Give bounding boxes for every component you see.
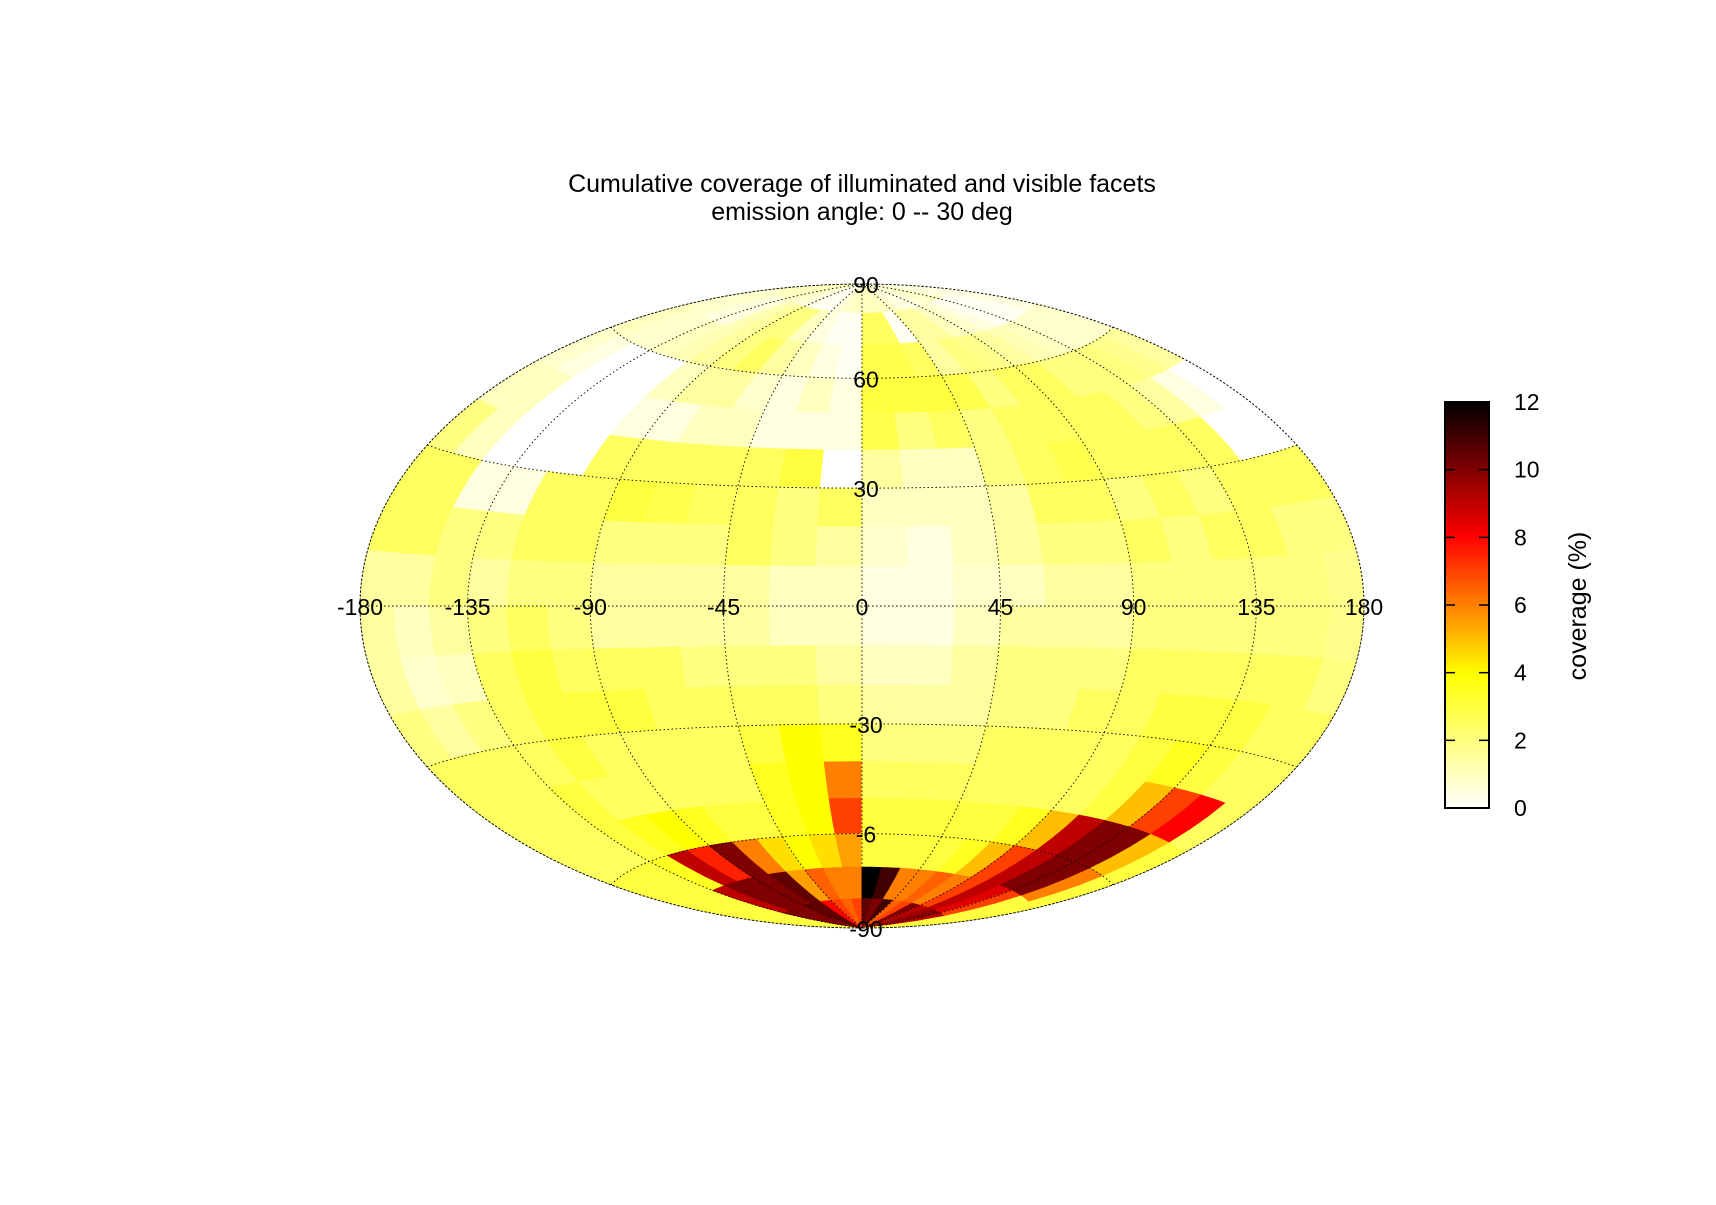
heatmap-cell	[907, 605, 956, 647]
heatmap-cell	[768, 605, 817, 647]
heatmap-cell	[949, 645, 1000, 688]
heatmap-cell	[823, 412, 863, 451]
meridian-line	[467, 283, 863, 929]
longitude-tick-label: -90	[574, 594, 607, 620]
heatmap-cell	[861, 526, 909, 567]
heatmap-cell	[1287, 552, 1331, 607]
heatmap-cell	[905, 525, 955, 567]
longitude-tick-label: -180	[337, 594, 383, 620]
heatmap-cell	[778, 723, 825, 764]
longitude-tick-label: -135	[445, 594, 491, 620]
heatmap-cell	[1322, 549, 1364, 607]
longitude-tick-label: 90	[1121, 594, 1147, 620]
heatmap-cell	[679, 646, 731, 689]
heatmap-cell	[1036, 522, 1088, 566]
heatmap-cell	[729, 485, 780, 527]
latitude-tick-label: -30	[849, 712, 882, 738]
heatmap-cell	[949, 524, 1000, 567]
heatmap-cell	[944, 485, 995, 527]
colorbar-tick-label: 12	[1514, 389, 1540, 415]
parallel-line	[610, 833, 1114, 886]
heatmap-cell	[729, 685, 780, 727]
colorbar-tick-label: 6	[1514, 592, 1527, 618]
heatmap-cell	[993, 523, 1045, 566]
latitude-tick-label: 60	[853, 366, 879, 392]
heatmap-cell	[861, 645, 909, 686]
heatmap-cell	[636, 522, 688, 566]
latitude-tick-label: -6	[856, 822, 876, 848]
heatmap-cell	[861, 761, 901, 800]
heatmap-cell	[1036, 646, 1088, 690]
colorbar-label: coverage (%)	[1564, 532, 1592, 681]
heatmap-cell	[861, 412, 901, 451]
heatmap-cell	[1171, 559, 1218, 607]
heatmap-cell	[993, 646, 1045, 689]
colorbar-tick-label: 8	[1514, 524, 1527, 550]
heatmap-cell	[1043, 563, 1091, 607]
heatmap-cell	[393, 552, 437, 607]
colorbar-tick-label: 4	[1514, 660, 1527, 686]
heatmap-cell	[636, 646, 688, 690]
map-grid	[359, 283, 1365, 929]
heatmap-cell	[393, 605, 437, 660]
latitude-tick-label: -90	[849, 916, 882, 942]
heatmap-cell	[907, 565, 956, 607]
heatmap-cell	[815, 526, 863, 567]
heatmap-cell	[1043, 605, 1091, 649]
heatmap-cell	[724, 645, 775, 688]
heatmap-cell	[903, 486, 951, 528]
latitude-tick-label: 90	[853, 272, 879, 298]
heatmap-cell	[899, 448, 946, 489]
heatmap-cell	[769, 525, 819, 567]
colorbar-tick-label: 10	[1514, 457, 1540, 483]
heatmap-cell	[769, 645, 819, 687]
heatmap-cell	[1171, 605, 1218, 653]
heatmap-cell	[778, 448, 825, 489]
heatmap-cell	[944, 685, 995, 727]
map-outline	[359, 283, 1365, 929]
heatmap-cell	[593, 520, 646, 565]
longitude-tick-label: 180	[1345, 594, 1383, 620]
colorbar-tick-label: 0	[1514, 795, 1527, 821]
heatmap-cell	[633, 563, 681, 607]
chart-subtitle: emission angle: 0 -- 30 deg	[711, 198, 1013, 226]
heatmap-cell	[768, 565, 817, 607]
heatmap-cell	[506, 559, 553, 607]
heatmap-cell	[861, 919, 950, 928]
heatmap-cell	[905, 645, 955, 687]
heatmap-cell	[773, 486, 821, 528]
longitude-tick-label: 0	[856, 594, 869, 620]
colorbar: 12 10 8 6 4 2 0	[1444, 389, 1540, 821]
heatmap-cell	[724, 524, 775, 567]
heatmap-cell	[679, 523, 731, 566]
heatmap-cell	[506, 605, 553, 653]
heatmap-cell	[773, 684, 821, 726]
longitude-tick-label: 135	[1237, 594, 1275, 620]
chart-title: Cumulative coverage of illuminated and v…	[568, 170, 1156, 198]
map-tick-labels: -180 -135 -90 -45 0 45 90 135 180 90 60 30 -30 -6 -90	[337, 272, 1383, 942]
heatmap-cell	[861, 565, 909, 607]
heatmap-cell	[903, 684, 951, 726]
colorbar-tick-label: 2	[1514, 727, 1527, 753]
heatmap-cell	[1287, 605, 1331, 660]
heatmap-cell	[633, 605, 681, 649]
heatmap-cell	[823, 761, 863, 800]
parallel-line	[610, 326, 1114, 379]
heatmap-cell	[899, 723, 946, 764]
longitude-tick-label: -45	[707, 594, 740, 620]
longitude-tick-label: 45	[988, 594, 1014, 620]
latitude-tick-label: 30	[853, 476, 879, 502]
heatmap-cells	[360, 284, 1364, 928]
heatmap-cell	[861, 605, 909, 647]
heatmap-cell	[593, 647, 646, 692]
heatmap-cell	[815, 645, 863, 686]
